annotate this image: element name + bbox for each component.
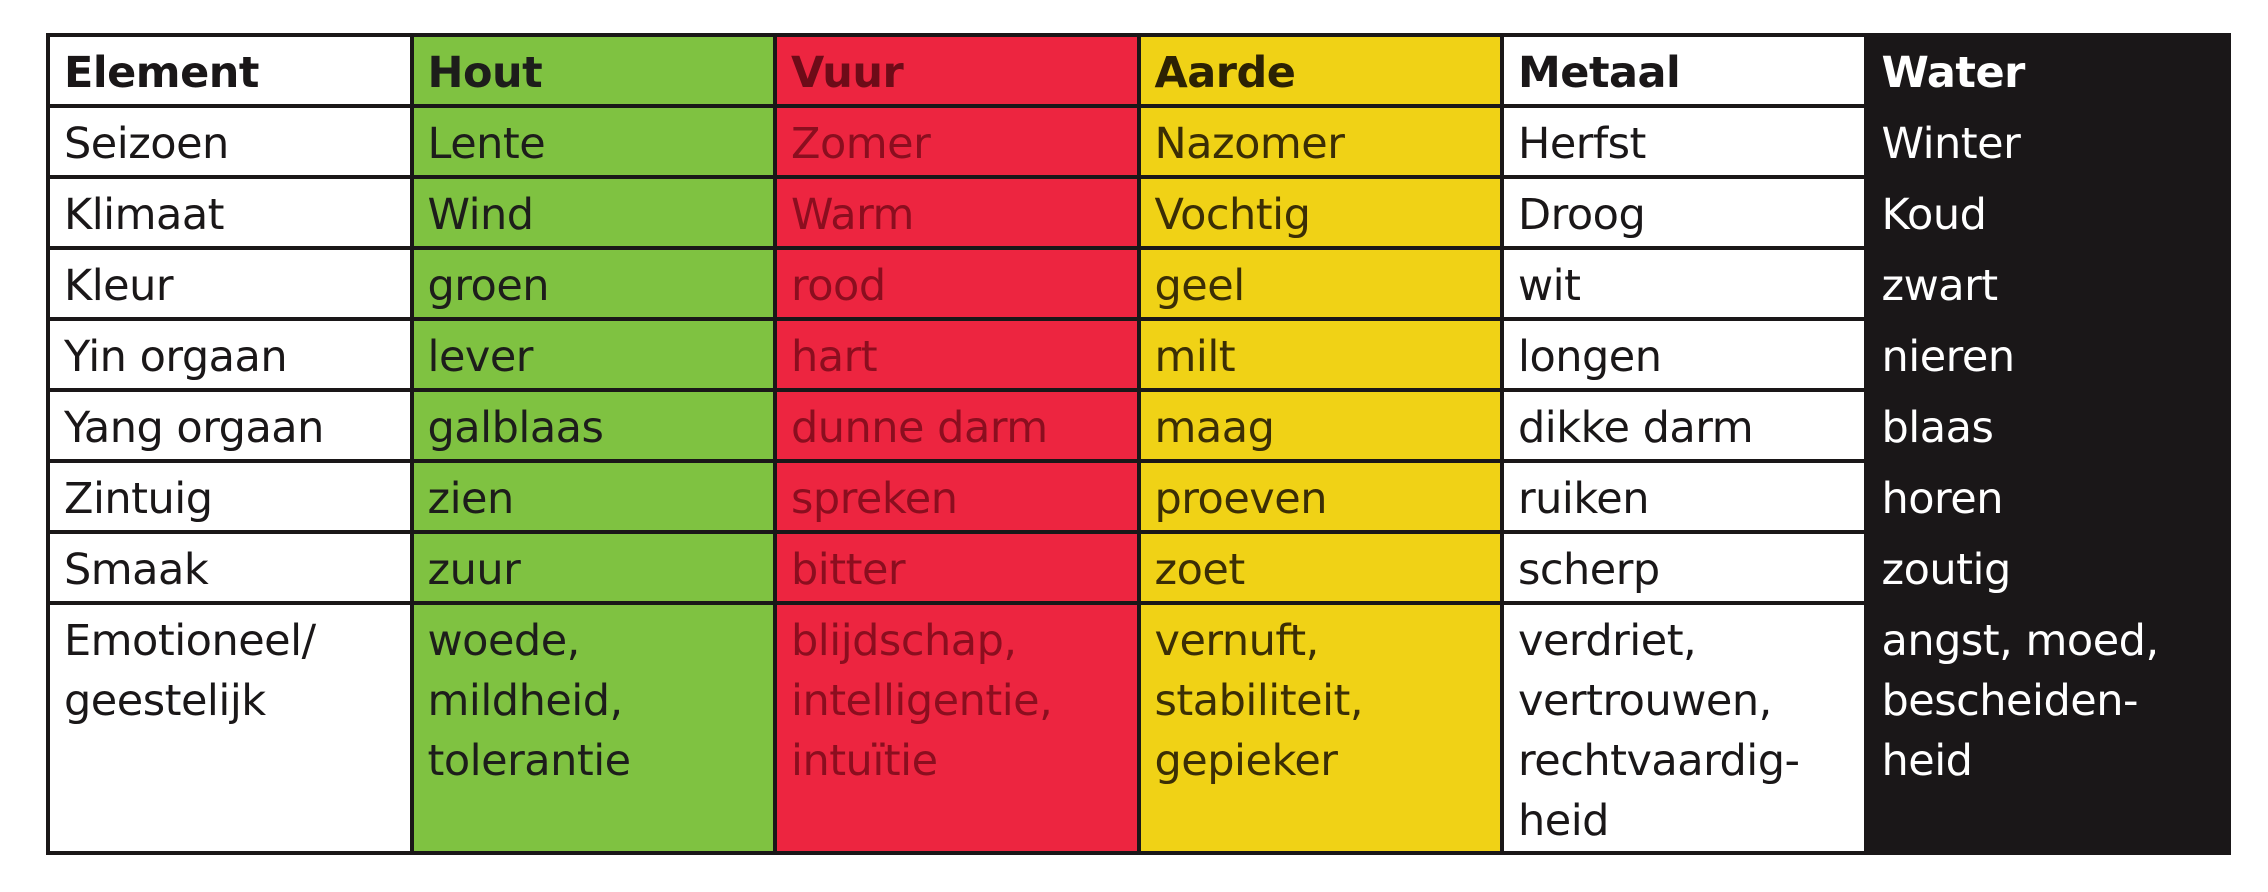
water-cell: blaas: [1863, 388, 2231, 463]
water-cell: Winter: [1863, 104, 2231, 179]
metal-cell: longen: [1500, 317, 1868, 392]
wood-cell: zuur: [409, 530, 777, 605]
row-label: Seizoen: [46, 104, 414, 179]
table-row: Klimaat Wind Warm Vochtig Droog Koud: [46, 175, 2231, 250]
cell-line: verdriet,: [1518, 616, 1697, 666]
cell-line: angst, moed,: [1881, 616, 2160, 666]
fire-cell: rood: [773, 246, 1141, 321]
header-element: Element: [46, 33, 414, 108]
wood-cell: Lente: [409, 104, 777, 179]
fire-cell: Zomer: [773, 104, 1141, 179]
cell-line: heid: [1881, 736, 1973, 786]
table-row: Seizoen Lente Zomer Nazomer Herfst Winte…: [46, 104, 2231, 179]
metal-cell: Herfst: [1500, 104, 1868, 179]
cell-line: bescheiden-: [1881, 676, 2139, 726]
earth-cell: maag: [1136, 388, 1504, 463]
row-label: Klimaat: [46, 175, 414, 250]
row-label: Yang orgaan: [46, 388, 414, 463]
cell-line: stabiliteit,: [1154, 676, 1364, 726]
cell-line: Emotioneel/: [64, 616, 316, 666]
header-metal: Metaal: [1500, 33, 1868, 108]
cell-line: woede,: [427, 616, 581, 666]
earth-cell: milt: [1136, 317, 1504, 392]
wood-cell: groen: [409, 246, 777, 321]
row-label: Yin orgaan: [46, 317, 414, 392]
cell-line: blijdschap,: [791, 616, 1017, 666]
table-row: Yang orgaan galblaas dunne darm maag dik…: [46, 388, 2231, 463]
fire-cell: spreken: [773, 459, 1141, 534]
fire-cell: blijdschap, intelligentie, intuïtie: [773, 601, 1141, 855]
fire-cell: Warm: [773, 175, 1141, 250]
table-row: Zintuig zien spreken proeven ruiken hore…: [46, 459, 2231, 534]
metal-cell: dikke darm: [1500, 388, 1868, 463]
cell-line: mildheid,: [427, 676, 624, 726]
fire-cell: dunne darm: [773, 388, 1141, 463]
metal-cell: scherp: [1500, 530, 1868, 605]
earth-cell: proeven: [1136, 459, 1504, 534]
fire-cell: hart: [773, 317, 1141, 392]
metal-cell: Droog: [1500, 175, 1868, 250]
five-elements-table: Element Hout Vuur Aarde Metaal Water Sei…: [46, 33, 2231, 855]
earth-cell: geel: [1136, 246, 1504, 321]
row-label: Emotioneel/ geestelijk: [46, 601, 414, 855]
cell-line: intuïtie: [791, 736, 938, 786]
emotion-row: Emotioneel/ geestelijk woede, mildheid, …: [46, 601, 2231, 855]
table-row: Yin orgaan lever hart milt longen nieren: [46, 317, 2231, 392]
header-water: Water: [1863, 33, 2231, 108]
cell-line: tolerantie: [427, 736, 632, 786]
earth-cell: Vochtig: [1136, 175, 1504, 250]
header-fire: Vuur: [773, 33, 1141, 108]
row-label: Smaak: [46, 530, 414, 605]
wood-cell: lever: [409, 317, 777, 392]
metal-cell: verdriet, vertrouwen, rechtvaardig- heid: [1500, 601, 1868, 855]
row-label: Zintuig: [46, 459, 414, 534]
cell-line: gepieker: [1154, 736, 1338, 786]
wood-cell: galblaas: [409, 388, 777, 463]
wood-cell: woede, mildheid, tolerantie: [409, 601, 777, 855]
cell-line: intelligentie,: [791, 676, 1053, 726]
water-cell: zwart: [1863, 246, 2231, 321]
earth-cell: vernuft, stabiliteit, gepieker: [1136, 601, 1504, 855]
cell-line: rechtvaardig-: [1518, 736, 1800, 786]
wood-cell: zien: [409, 459, 777, 534]
water-cell: nieren: [1863, 317, 2231, 392]
row-label: Kleur: [46, 246, 414, 321]
water-cell: Koud: [1863, 175, 2231, 250]
cell-line: vertrouwen,: [1518, 676, 1772, 726]
water-cell: zoutig: [1863, 530, 2231, 605]
water-cell: horen: [1863, 459, 2231, 534]
fire-cell: bitter: [773, 530, 1141, 605]
metal-cell: wit: [1500, 246, 1868, 321]
earth-cell: zoet: [1136, 530, 1504, 605]
header-row: Element Hout Vuur Aarde Metaal Water: [46, 33, 2231, 108]
header-wood: Hout: [409, 33, 777, 108]
water-cell: angst, moed, bescheiden- heid: [1863, 601, 2231, 855]
cell-line: heid: [1518, 796, 1609, 846]
earth-cell: Nazomer: [1136, 104, 1504, 179]
table-row: Smaak zuur bitter zoet scherp zoutig: [46, 530, 2231, 605]
wood-cell: Wind: [409, 175, 777, 250]
cell-line: geestelijk: [64, 676, 266, 726]
cell-line: vernuft,: [1154, 616, 1320, 666]
table-row: Kleur groen rood geel wit zwart: [46, 246, 2231, 321]
header-earth: Aarde: [1136, 33, 1504, 108]
metal-cell: ruiken: [1500, 459, 1868, 534]
